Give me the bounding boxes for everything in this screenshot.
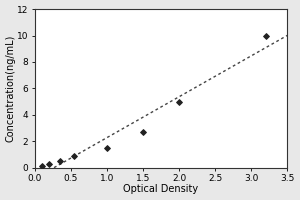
Y-axis label: Concentration(ng/mL): Concentration(ng/mL) (6, 35, 16, 142)
X-axis label: Optical Density: Optical Density (123, 184, 199, 194)
